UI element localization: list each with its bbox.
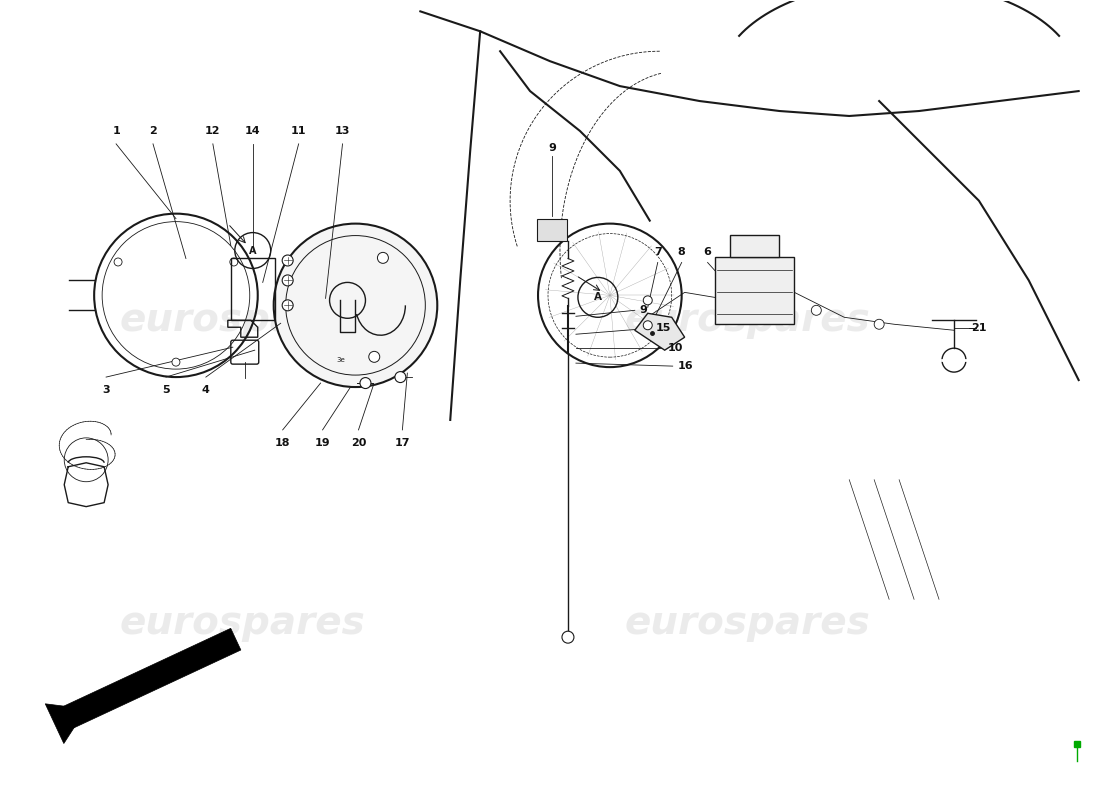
Circle shape [562,631,574,643]
Text: 5: 5 [162,385,169,395]
Text: 3: 3 [102,385,110,395]
Circle shape [360,378,371,389]
Text: 21: 21 [971,323,987,334]
Text: 6: 6 [704,247,712,258]
Text: 8: 8 [678,247,685,258]
Circle shape [812,306,822,315]
Circle shape [283,255,294,266]
Circle shape [172,358,180,366]
Text: 9: 9 [548,143,556,153]
Circle shape [114,258,122,266]
Polygon shape [45,704,86,743]
Text: 13: 13 [334,126,350,136]
FancyBboxPatch shape [729,234,780,257]
Text: 9: 9 [640,306,648,315]
Polygon shape [54,628,241,733]
Text: eurospares: eurospares [120,604,365,642]
Text: 17: 17 [395,438,410,448]
Text: 12: 12 [205,126,221,136]
Circle shape [874,319,884,330]
Circle shape [274,224,438,387]
Text: eurospares: eurospares [625,302,870,339]
Circle shape [283,275,294,286]
Text: 10: 10 [668,343,683,353]
FancyBboxPatch shape [715,257,794,324]
Text: A: A [249,246,256,255]
Circle shape [644,296,652,305]
Text: 1: 1 [112,126,120,136]
FancyBboxPatch shape [537,218,566,241]
Text: eurospares: eurospares [120,302,365,339]
Text: 15: 15 [656,323,671,334]
Polygon shape [635,314,684,350]
Text: 11: 11 [290,126,307,136]
Text: 4: 4 [202,385,210,395]
Text: 2: 2 [150,126,157,136]
Text: 14: 14 [245,126,261,136]
Text: 20: 20 [351,438,366,448]
Circle shape [283,300,294,311]
Text: 19: 19 [315,438,330,448]
Text: A: A [594,292,602,302]
Text: 3e: 3e [337,357,345,363]
Circle shape [395,371,406,382]
Circle shape [230,258,238,266]
Text: 7: 7 [653,247,661,258]
Circle shape [644,321,652,330]
Text: 18: 18 [275,438,290,448]
Text: eurospares: eurospares [625,604,870,642]
Text: 16: 16 [678,361,693,371]
Circle shape [377,252,388,263]
Circle shape [368,351,379,362]
